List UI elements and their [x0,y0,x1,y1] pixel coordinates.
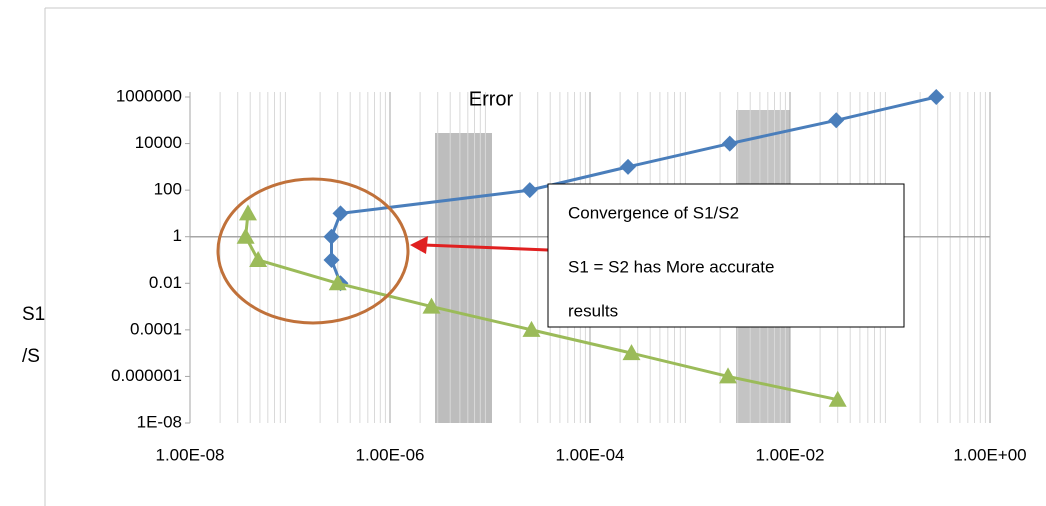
arrow-head [410,236,428,254]
triangle-marker [238,204,257,221]
diamond-marker [323,228,340,245]
highlight-ellipse [216,177,410,325]
y-axis-label: S1 [22,304,45,325]
y-tick-label: 100 [154,180,182,199]
shaded-band [435,133,492,423]
error-label: Error [469,88,514,110]
x-tick-label: 1.00E+00 [953,445,1026,464]
callout-line: results [568,301,618,320]
diamond-marker [332,205,349,222]
diamond-marker [928,89,945,105]
y-tick-label: 0.01 [149,273,182,292]
y-tick-label: 10000 [135,133,182,152]
callout-line: S1 = S2 has More accurate [568,257,774,276]
arrow-shaft [423,243,549,252]
x-tick-label: 1.00E-08 [156,445,225,464]
triangle-marker [719,367,738,384]
x-tick-label: 1.00E-02 [756,445,825,464]
y-tick-label: 0.000001 [111,366,182,385]
y-tick-label: 1000000 [116,86,182,105]
triangle-marker [249,251,268,267]
y-axis-label: /S [22,346,40,367]
y-tick-label: 1 [173,226,182,245]
triangle-marker [422,297,441,314]
y-tick-label: 0.0001 [130,319,182,338]
x-tick-label: 1.00E-06 [356,445,425,464]
x-tick-label: 1.00E-04 [556,445,625,464]
triangle-marker [828,390,847,407]
y-tick-label: 1E-08 [137,412,182,431]
triangle-marker [236,227,255,244]
diamond-marker [521,182,538,199]
triangle-marker [622,344,641,361]
triangle-marker [522,320,541,337]
diamond-marker [721,135,738,152]
callout-box [547,183,905,328]
callout-line: Convergence of S1/S2 [568,203,739,222]
diamond-marker [828,112,845,129]
diamond-marker [323,252,340,268]
diamond-marker [620,158,637,175]
triangle-marker [328,274,347,291]
